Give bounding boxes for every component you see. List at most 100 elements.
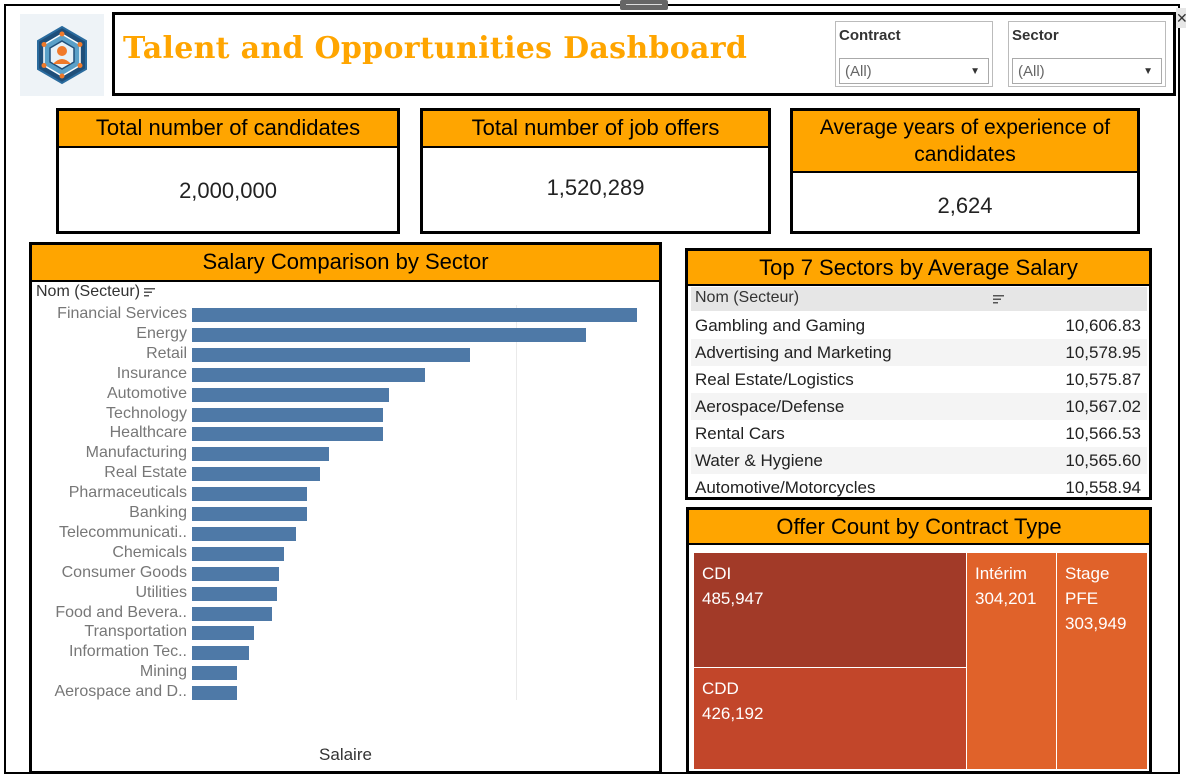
sector-name: Advertising and Marketing: [695, 343, 892, 362]
bar-label: Consumer Goods: [61, 563, 187, 581]
bar-label: Mining: [139, 663, 187, 681]
bar-label: Information Tec..: [69, 643, 187, 661]
bar[interactable]: [192, 308, 637, 322]
bar-label: Aerospace and D..: [54, 683, 187, 701]
chevron-down-icon: ▼: [970, 66, 980, 77]
treemap-cell-name: CDD: [702, 679, 739, 698]
bar-label: Transportation: [84, 623, 187, 641]
treemap-cell-name: Intérim: [975, 564, 1027, 583]
top-sectors-table: Top 7 Sectors by Average Salary Nom (Sec…: [685, 248, 1152, 500]
bar[interactable]: [192, 586, 277, 601]
avg-salary: 10,558.94: [1065, 478, 1141, 497]
bar[interactable]: [192, 467, 320, 482]
bar[interactable]: [192, 367, 425, 382]
sector-filter: Sector (All) ▼: [1008, 21, 1166, 87]
bar[interactable]: [192, 347, 470, 362]
bar[interactable]: [192, 626, 254, 641]
bar[interactable]: [192, 447, 329, 462]
sector-filter-select[interactable]: (All) ▼: [1012, 58, 1162, 84]
bar-label: Energy: [136, 324, 187, 342]
bar-label: Utilities: [135, 583, 187, 601]
treemap-cell-value: 304,201: [975, 589, 1037, 608]
avg-salary: 10,578.95: [1065, 343, 1141, 362]
page-title: Talent and Opportunities Dashboard: [123, 31, 748, 66]
bar-label: Chemicals: [112, 543, 187, 561]
bar[interactable]: [192, 327, 586, 342]
close-icon[interactable]: ✕: [1176, 8, 1186, 28]
table-row[interactable]: Rental Cars 10,566.53: [691, 420, 1147, 447]
bar[interactable]: [192, 487, 307, 502]
chevron-down-icon: ▼: [1143, 66, 1153, 77]
treemap-cell-stage-pfe[interactable]: Stage PFE 303,949: [1057, 553, 1147, 769]
bar-label: Retail: [146, 344, 187, 362]
bar[interactable]: [192, 646, 249, 661]
bar-label: Food and Bevera..: [55, 603, 187, 621]
y-axis-label: Nom (Secteur): [36, 283, 141, 300]
contract-filter-select[interactable]: (All) ▼: [839, 58, 989, 84]
bar[interactable]: [192, 407, 383, 422]
contract-filter: Contract (All) ▼: [835, 21, 993, 87]
dashboard-header: Talent and Opportunities Dashboard Contr…: [112, 12, 1176, 96]
sector-name: Real Estate/Logistics: [695, 370, 854, 389]
bar[interactable]: [192, 686, 237, 701]
bar-label: Manufacturing: [85, 444, 187, 462]
table-row[interactable]: Advertising and Marketing 10,578.95: [691, 339, 1147, 366]
treemap-cell-cdd[interactable]: CDD 426,192: [694, 668, 966, 769]
bar-label: Pharmaceuticals: [68, 484, 187, 502]
bar-label: Real Estate: [104, 464, 187, 482]
table-row[interactable]: Gambling and Gaming 10,606.83: [691, 312, 1147, 339]
salary-by-sector-chart: Salary Comparison by Sector Nom (Secteur…: [29, 242, 662, 774]
bar[interactable]: [192, 546, 284, 561]
treemap-cell-cdi[interactable]: CDI 485,947: [694, 553, 966, 667]
table-row[interactable]: Automotive/Motorcycles 10,558.94: [691, 474, 1147, 501]
treemap-cell-interim[interactable]: Intérim 304,201: [967, 553, 1056, 769]
kpi-label: Total number of candidates: [59, 111, 397, 148]
sector-filter-value: (All): [1018, 63, 1045, 80]
bar[interactable]: [192, 427, 383, 442]
bar[interactable]: [192, 666, 237, 681]
treemap-cell-name: Stage PFE: [1065, 564, 1110, 608]
treemap-title: Offer Count by Contract Type: [689, 510, 1149, 545]
contract-type-treemap: Offer Count by Contract Type CDI 485,947…: [686, 507, 1152, 774]
kpi-value: 1,520,289: [546, 175, 645, 200]
sector-name: Automotive/Motorcycles: [695, 478, 876, 497]
bar-label: Telecommunicati..: [58, 523, 187, 541]
y-axis-header[interactable]: Nom (Secteur): [36, 283, 156, 301]
sector-name: Water & Hygiene: [695, 451, 823, 470]
avg-salary: 10,606.83: [1065, 316, 1141, 335]
treemap-cell-value: 426,192: [702, 704, 764, 723]
network-people-logo-icon: [37, 25, 87, 85]
kpi-avg-experience: Average years of experience of candidate…: [790, 108, 1140, 234]
bar[interactable]: [192, 507, 307, 521]
bar[interactable]: [192, 387, 389, 402]
treemap-cell-name: CDI: [702, 564, 732, 583]
kpi-total-candidates: Total number of candidates 2,000,000: [56, 108, 400, 234]
sort-icon[interactable]: [144, 287, 156, 297]
chart-title: Salary Comparison by Sector: [32, 245, 659, 282]
logo: [20, 14, 104, 96]
bar-label: Banking: [129, 504, 187, 521]
kpi-value: 2,000,000: [179, 178, 277, 203]
table-row[interactable]: Real Estate/Logistics 10,575.87: [691, 366, 1147, 393]
sector-name: Rental Cars: [695, 424, 785, 443]
drag-handle[interactable]: [620, 0, 668, 10]
bar[interactable]: [192, 566, 279, 581]
column-header: Nom (Secteur): [695, 289, 800, 306]
bar[interactable]: [192, 526, 296, 541]
treemap-cell-value: 303,949: [1065, 614, 1127, 633]
bar-label: Healthcare: [109, 424, 187, 442]
table-row[interactable]: Aerospace/Defense 10,567.02: [691, 393, 1147, 420]
kpi-total-job-offers: Total number of job offers 1,520,289: [420, 108, 771, 234]
avg-salary: 10,567.02: [1065, 397, 1141, 416]
avg-salary: 10,566.53: [1065, 424, 1141, 443]
sort-icon[interactable]: [993, 294, 1005, 304]
avg-salary: 10,565.60: [1065, 451, 1141, 470]
kpi-label: Average years of experience of candidate…: [793, 111, 1137, 173]
avg-salary: 10,575.87: [1065, 370, 1141, 389]
table-title: Top 7 Sectors by Average Salary: [688, 251, 1149, 286]
table-header[interactable]: Nom (Secteur): [691, 287, 1147, 311]
contract-filter-value: (All): [845, 63, 872, 80]
sector-name: Gambling and Gaming: [695, 316, 866, 335]
table-row[interactable]: Water & Hygiene 10,565.60: [691, 447, 1147, 474]
bar[interactable]: [192, 606, 272, 621]
